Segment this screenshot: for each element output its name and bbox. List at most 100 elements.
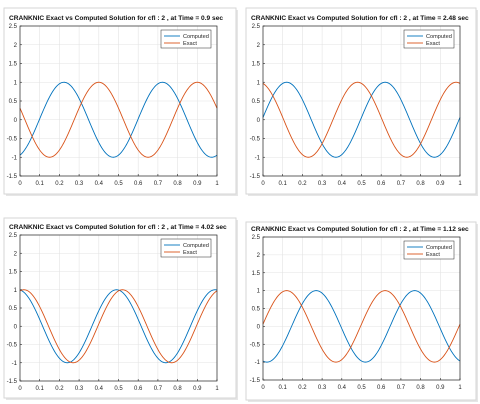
y-tick-label: 2 [14,251,18,257]
x-tick-label: 0.9 [193,386,202,392]
x-tick-label: 0.2 [298,385,307,391]
chart-panel: CRANKNIC Exact vs Computed Solution for … [3,217,238,400]
y-tick-label: 1 [257,289,261,295]
legend-label-exact: Exact [426,41,440,47]
legend-box [403,29,455,49]
legend-label-exact: Exact [183,41,197,47]
series-line-computed [19,289,218,364]
x-tick-label: 0.8 [416,385,425,391]
series-line-exact [262,81,461,158]
legend-box [403,240,455,260]
y-tick-label: 0.5 [9,99,18,105]
legend-box [160,29,212,49]
x-tick-label: 0.9 [193,181,202,187]
x-tick-label: 1 [215,386,219,392]
y-tick-label: 1.5 [9,270,18,276]
x-tick-label: 0.9 [436,181,445,187]
y-tick-label: 2 [14,43,18,49]
x-tick-label: 0 [261,181,265,187]
y-tick-label: -0.5 [250,137,261,143]
x-tick-label: 0.6 [134,386,143,392]
x-tick-label: 0.7 [397,385,406,391]
x-tick-label: 0.3 [75,386,84,392]
y-tick-label: 2.5 [9,233,18,239]
x-tick-label: 0.8 [173,386,182,392]
y-tick-label: -1 [12,155,18,161]
x-tick-label: 0.2 [298,181,307,187]
x-tick-label: 1 [458,385,462,391]
x-tick-label: 0.4 [338,385,347,391]
x-tick-label: 0.4 [338,181,347,187]
x-tick-label: 0.1 [36,181,45,187]
series-line-computed [19,81,218,158]
y-tick-label: -0.5 [7,343,18,349]
y-tick-label: 1 [14,80,18,86]
y-tick-label: 1 [14,288,18,294]
legend-label-computed: Computed [183,34,209,40]
x-tick-label: 0.6 [134,181,143,187]
legend-label-computed: Computed [426,34,452,40]
y-tick-label: 0 [257,324,261,330]
x-tick-label: 0.6 [377,181,386,187]
y-tick-label: -1.5 [7,174,18,180]
chart-panel: CRANKNIC Exact vs Computed Solution for … [245,221,478,402]
x-tick-label: 0.5 [114,386,123,392]
x-tick-label: 0.1 [36,386,45,392]
series-line-computed [262,290,461,363]
x-tick-label: 0 [18,386,22,392]
x-tick-label: 1 [215,181,219,187]
y-tick-label: -0.5 [250,342,261,348]
legend-box [160,238,212,258]
y-tick-label: 2.5 [9,24,18,30]
y-tick-label: -1.5 [7,379,18,385]
x-tick-label: 0.1 [279,181,288,187]
chart-panel: CRANKNIC Exact vs Computed Solution for … [245,7,478,196]
y-tick-label: 2 [257,253,261,259]
x-tick-label: 0.7 [397,181,406,187]
y-tick-label: 2.5 [252,24,261,30]
x-tick-label: 0.8 [416,181,425,187]
series-line-exact [19,289,218,364]
y-tick-label: 0.5 [252,307,261,313]
x-tick-label: 0.3 [75,181,84,187]
x-tick-label: 0 [261,385,265,391]
y-tick-label: 1 [257,80,261,86]
y-tick-label: 1.5 [9,62,18,68]
chart-title: CRANKNIC Exact vs Computed Solution for … [9,15,223,22]
x-tick-label: 0.4 [95,181,104,187]
series-line-computed [262,81,461,158]
y-tick-label: 0 [14,324,18,330]
y-tick-label: -1 [255,155,261,161]
x-tick-label: 0.6 [377,385,386,391]
x-tick-label: 0.7 [154,386,163,392]
legend-label-computed: Computed [183,243,209,249]
series-line-exact [262,290,461,363]
y-tick-label: 0.5 [9,306,18,312]
x-tick-label: 0.9 [436,385,445,391]
legend-label-computed: Computed [426,245,452,251]
x-tick-label: 0.3 [318,385,327,391]
x-tick-label: 0.7 [154,181,163,187]
y-tick-label: 0 [14,118,18,124]
x-tick-label: 0.3 [318,181,327,187]
chart-title: CRANKNIC Exact vs Computed Solution for … [9,224,227,231]
y-tick-label: -0.5 [7,137,18,143]
series-line-exact [19,81,218,158]
y-tick-label: 1.5 [252,62,261,68]
chart-title: CRANKNIC Exact vs Computed Solution for … [251,15,469,22]
y-tick-label: -1 [255,360,261,366]
y-tick-label: 2.5 [252,235,261,241]
y-tick-label: -1.5 [250,174,261,180]
x-tick-label: 0.5 [357,181,366,187]
x-tick-label: 0.1 [279,385,288,391]
x-tick-label: 0.8 [173,181,182,187]
x-tick-label: 0.2 [55,181,64,187]
y-tick-label: 1.5 [252,271,261,277]
x-tick-label: 0.2 [55,386,64,392]
y-tick-label: 0 [257,118,261,124]
legend-label-exact: Exact [426,252,440,258]
y-tick-label: -1 [12,361,18,367]
x-tick-label: 0.5 [114,181,123,187]
x-tick-label: 1 [458,181,462,187]
chart-title: CRANKNIC Exact vs Computed Solution for … [251,226,469,233]
